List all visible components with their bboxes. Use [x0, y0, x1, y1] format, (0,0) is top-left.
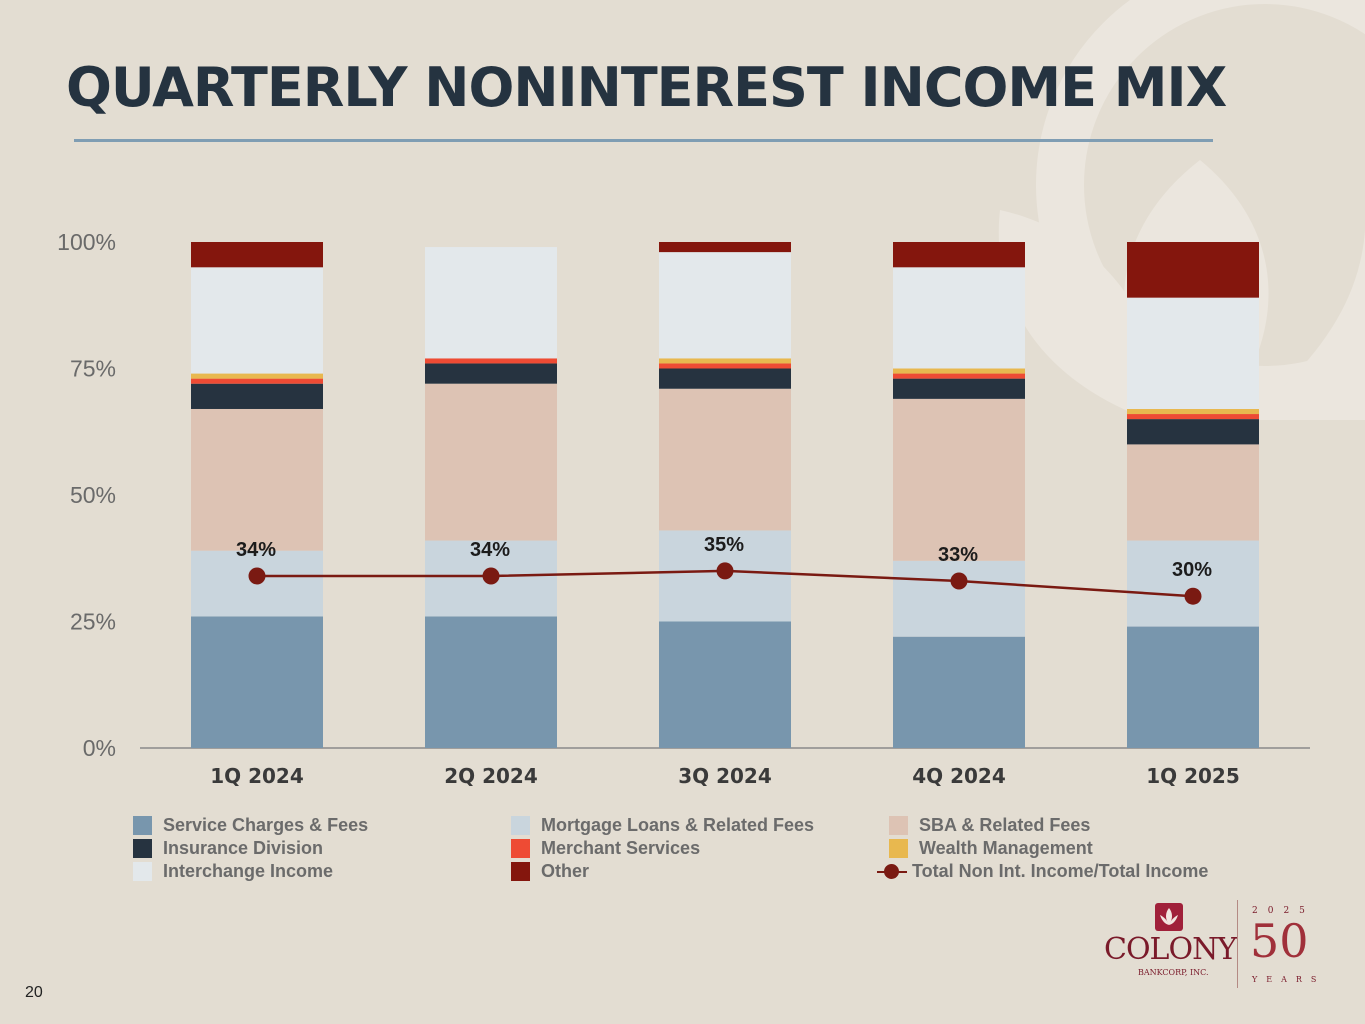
legend-swatch	[511, 839, 530, 858]
bar-segment	[659, 388, 791, 531]
bar-segment	[893, 267, 1025, 369]
bar-segment	[659, 358, 791, 364]
page-number: 20	[25, 984, 43, 1001]
bar-segment	[893, 373, 1025, 379]
chart-legend: Service Charges & Fees Mortgage Loans & …	[133, 815, 1253, 881]
bar-segment	[425, 363, 557, 384]
x-category-label: 4Q 2024	[912, 764, 1006, 788]
y-tick-label: 100%	[57, 229, 116, 255]
legend-label: Mortgage Loans & Related Fees	[541, 815, 815, 835]
legend-swatch	[889, 839, 908, 858]
bar-segment	[191, 267, 323, 374]
legend-item-ratio-line: Total Non Int. Income/Total Income	[877, 861, 1253, 881]
y-tick-label: 75%	[70, 356, 116, 382]
legend-label: Other	[541, 861, 590, 881]
x-category-label: 2Q 2024	[444, 764, 538, 788]
bar-segment	[1127, 419, 1259, 445]
y-tick-label: 25%	[70, 609, 116, 635]
bar-segment	[893, 242, 1025, 268]
legend-label: Merchant Services	[541, 838, 701, 858]
page-title: QUARTERLY NONINTEREST INCOME MIX	[66, 56, 1227, 119]
legend-label: Insurance Division	[163, 838, 324, 858]
anniversary-word: YEARS	[1252, 975, 1326, 984]
bar-segment	[659, 368, 791, 389]
bar-segment	[1127, 297, 1259, 409]
ratio-line: 34% 34% 35% 33% 30%	[236, 534, 1212, 605]
bar-segment	[1127, 626, 1259, 748]
ratio-point	[482, 567, 500, 585]
company-logo: COLONY BANKCORP, INC. 2025 50 YEARS	[1100, 898, 1330, 990]
bar-segment	[659, 252, 791, 359]
legend-swatch	[511, 816, 530, 835]
bar-segment	[191, 616, 323, 748]
ratio-point	[950, 572, 968, 590]
legend-item-merchant: Merchant Services	[511, 838, 889, 858]
legend-label: Interchange Income	[163, 861, 334, 881]
ratio-point	[716, 562, 734, 580]
bars	[191, 242, 1259, 748]
bar-segment	[893, 560, 1025, 637]
legend-label: Total Non Int. Income/Total Income	[912, 861, 1209, 881]
legend-swatch	[133, 816, 152, 835]
bar-segment	[893, 378, 1025, 399]
legend-item-mortgage: Mortgage Loans & Related Fees	[511, 815, 889, 835]
x-category-label: 1Q 2025	[1146, 764, 1240, 788]
ratio-data-label: 30%	[1172, 559, 1212, 581]
legend-label: Wealth Management	[919, 838, 1093, 858]
bar-segment	[893, 368, 1025, 374]
bar-segment	[1127, 414, 1259, 420]
x-category-label: 3Q 2024	[678, 764, 772, 788]
legend-swatch	[133, 862, 152, 881]
bar-segment	[191, 383, 323, 409]
title-underline	[74, 139, 1213, 142]
logo-divider	[1237, 900, 1238, 988]
legend-swatch	[889, 816, 908, 835]
ratio-point	[1184, 587, 1202, 605]
y-tick-label: 0%	[83, 735, 116, 761]
legend-line-marker	[877, 862, 907, 881]
x-axis: 1Q 2024 2Q 2024 3Q 2024 4Q 2024 1Q 2025	[210, 764, 1240, 788]
legend-item-insurance: Insurance Division	[133, 838, 511, 858]
bar-segment	[893, 636, 1025, 748]
ratio-data-label: 34%	[470, 539, 510, 561]
legend-item-wealth: Wealth Management	[889, 838, 1253, 858]
anniversary-year: 2025	[1252, 906, 1315, 916]
legend-item-sba: SBA & Related Fees	[889, 815, 1253, 835]
legend-item-interchange: Interchange Income	[133, 861, 511, 881]
legend-swatch	[511, 862, 530, 881]
y-tick-label: 50%	[70, 482, 116, 508]
anniversary-number: 50	[1250, 914, 1309, 968]
bar-segment	[425, 616, 557, 748]
y-axis: 0% 25% 50% 75% 100%	[57, 229, 1310, 761]
bar-segment	[1127, 242, 1259, 298]
logo-wordmark: COLONY	[1104, 932, 1237, 967]
bar-segment	[659, 242, 791, 253]
bar-segment	[659, 621, 791, 748]
legend-swatch	[133, 839, 152, 858]
ratio-data-label: 33%	[938, 544, 978, 566]
legend-item-service-charges: Service Charges & Fees	[133, 815, 511, 835]
bar-segment	[425, 358, 557, 364]
bar-segment	[191, 408, 323, 551]
ratio-data-label: 34%	[236, 539, 276, 561]
bar-segment	[1127, 444, 1259, 541]
ratio-point	[248, 567, 266, 585]
bar-segment	[1127, 540, 1259, 627]
legend-item-other: Other	[511, 861, 889, 881]
bar-segment	[191, 373, 323, 379]
x-category-label: 1Q 2024	[210, 764, 304, 788]
legend-label: SBA & Related Fees	[919, 815, 1091, 835]
logo-subtitle: BANKCORP, INC.	[1138, 968, 1209, 977]
legend-label: Service Charges & Fees	[163, 815, 369, 835]
ratio-data-label: 35%	[704, 534, 744, 556]
bar-segment	[425, 247, 557, 359]
bar-segment	[893, 398, 1025, 561]
lotus-emblem-icon	[1155, 903, 1183, 931]
bar-segment	[191, 242, 323, 268]
bar-segment	[191, 378, 323, 384]
bar-segment	[425, 383, 557, 541]
bar-segment	[659, 363, 791, 369]
bar-segment	[1127, 408, 1259, 415]
stacked-bar-chart: 0% 25% 50% 75% 100% 34% 34% 35% 33% 30% 1Q 2024 2…	[57, 229, 1310, 788]
